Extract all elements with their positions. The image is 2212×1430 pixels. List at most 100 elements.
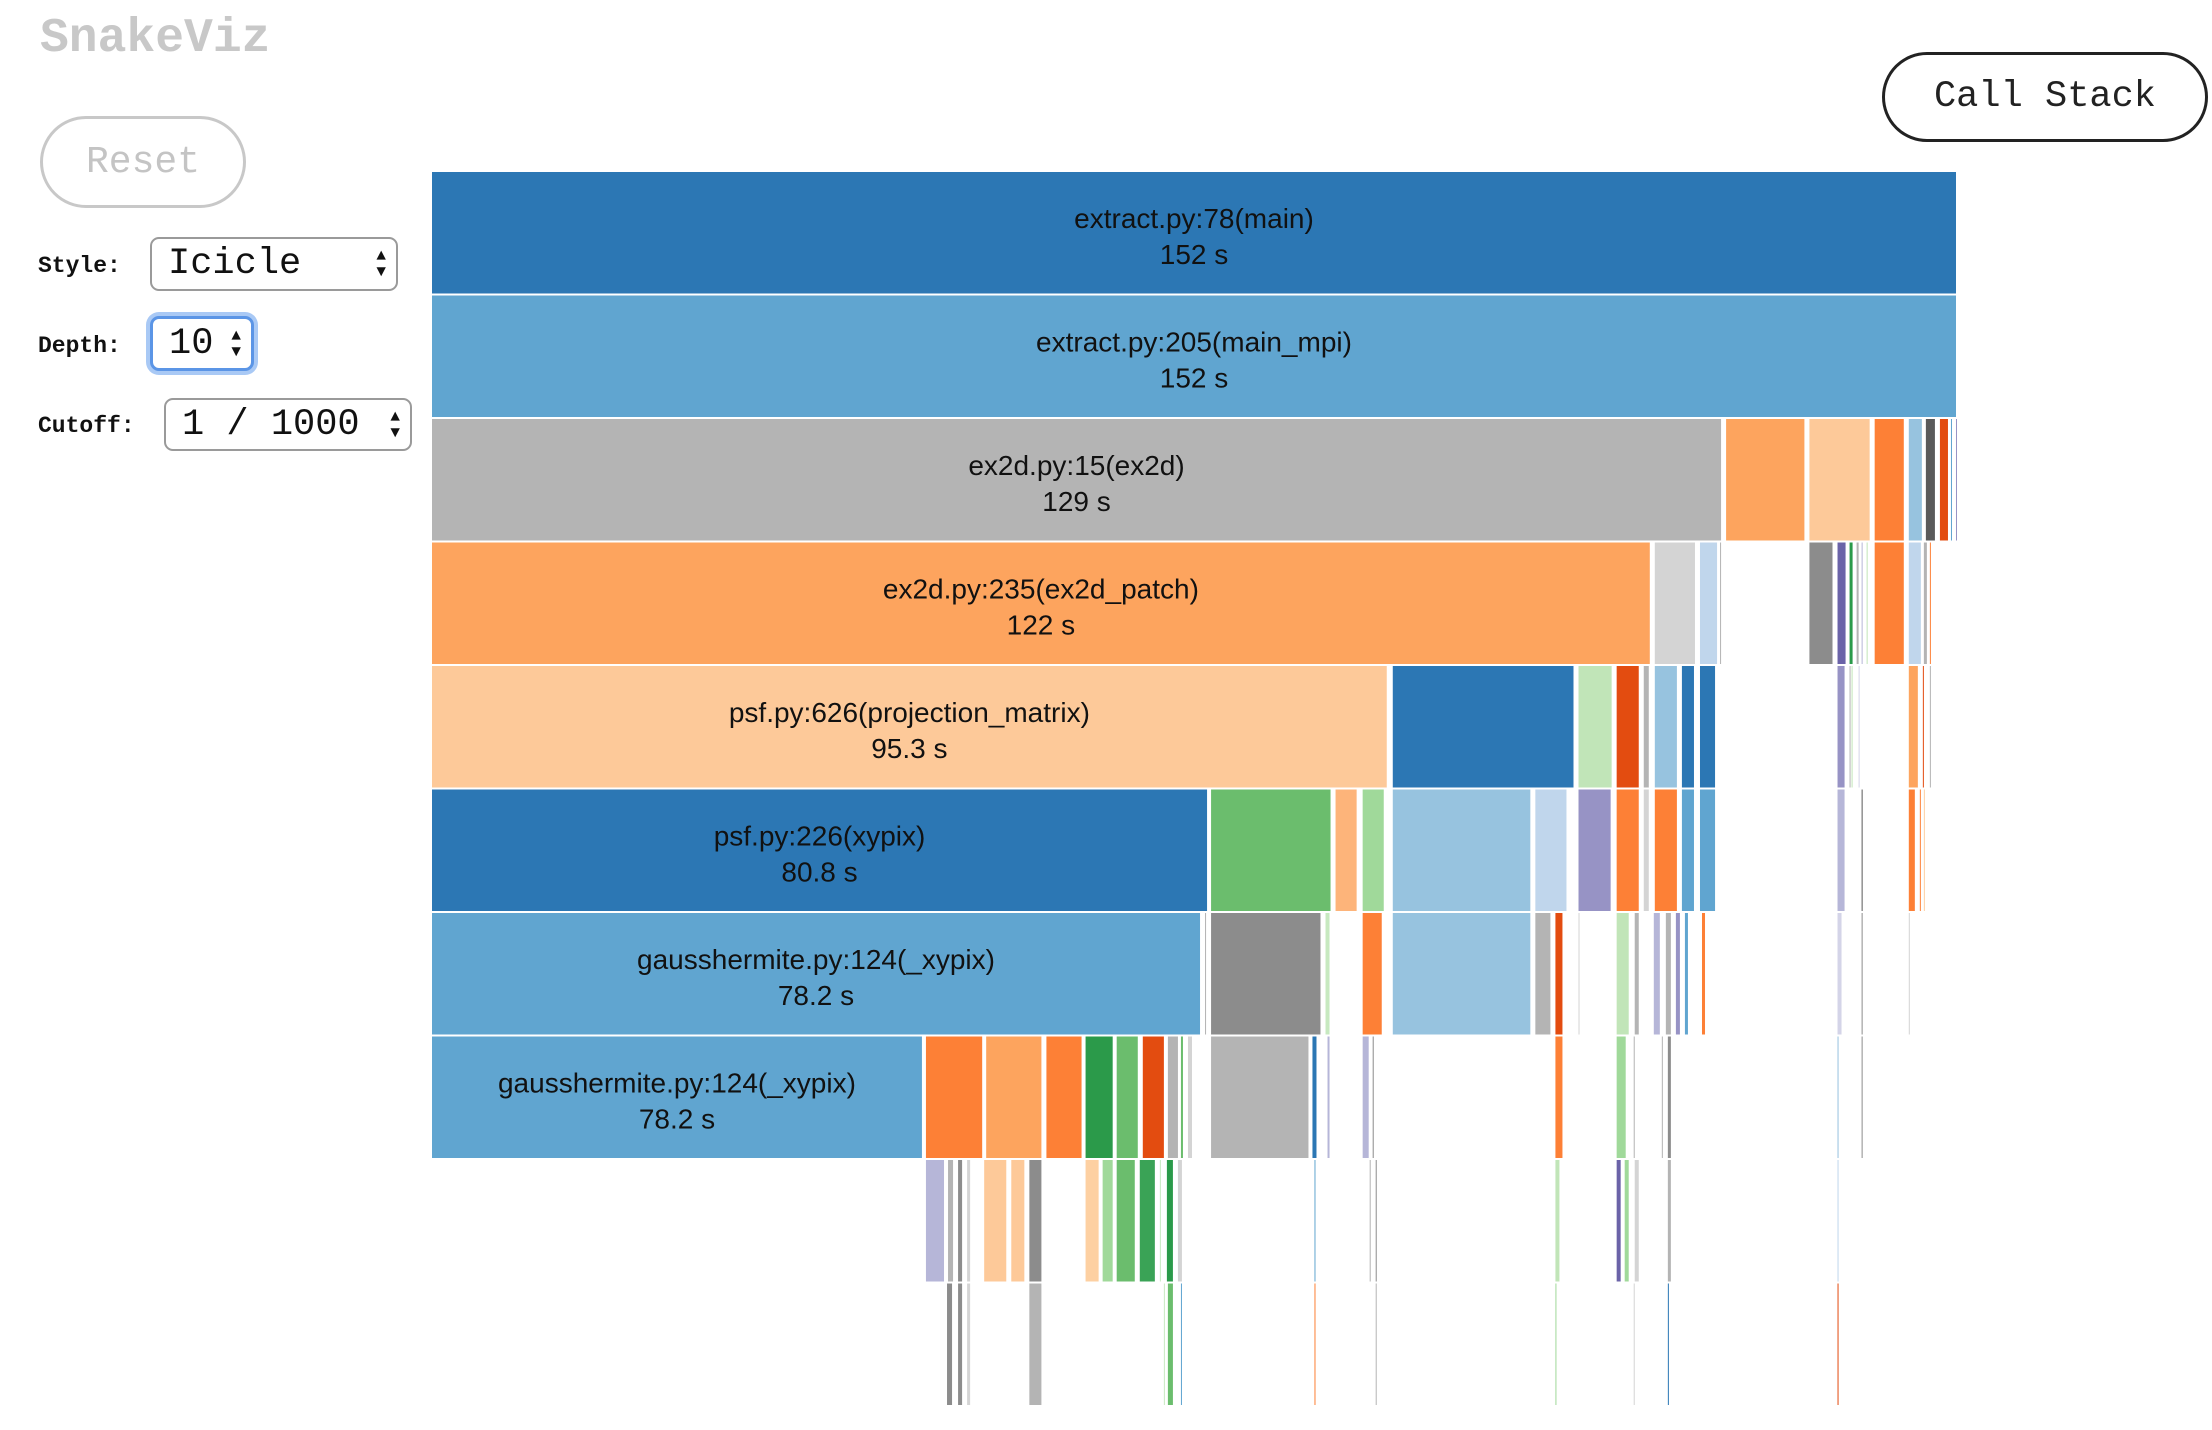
icicle-node[interactable] xyxy=(1939,419,1948,541)
icicle-node[interactable] xyxy=(1314,1160,1316,1282)
icicle-node[interactable] xyxy=(1851,666,1853,788)
icicle-node[interactable] xyxy=(1375,1160,1377,1282)
icicle-node[interactable] xyxy=(925,1160,945,1282)
icicle-node[interactable] xyxy=(967,1160,971,1282)
icicle-node[interactable] xyxy=(1116,1160,1135,1282)
icicle-node[interactable] xyxy=(958,1160,963,1282)
icicle-node[interactable] xyxy=(1858,666,1860,788)
icicle-node[interactable] xyxy=(1643,666,1649,788)
icicle-node[interactable] xyxy=(1653,913,1660,1035)
icicle-node[interactable] xyxy=(1167,1283,1173,1406)
icicle-node[interactable] xyxy=(1142,1036,1164,1159)
icicle-node[interactable] xyxy=(1908,419,1922,541)
icicle-node[interactable] xyxy=(1643,789,1649,912)
icicle-node[interactable] xyxy=(1955,419,1957,541)
icicle-node[interactable] xyxy=(1187,1036,1192,1159)
icicle-node[interactable] xyxy=(1166,1160,1173,1282)
icicle-node[interactable] xyxy=(1874,542,1904,665)
icicle-node-1[interactable] xyxy=(432,295,1956,418)
icicle-node[interactable] xyxy=(1046,1036,1082,1159)
icicle-node-5[interactable] xyxy=(432,789,1208,912)
icicle-node[interactable] xyxy=(925,1036,983,1159)
icicle-node[interactable] xyxy=(1139,1160,1155,1282)
icicle-node[interactable] xyxy=(1837,1283,1839,1406)
icicle-node[interactable] xyxy=(1861,913,1863,1035)
icicle-node[interactable] xyxy=(1535,789,1567,912)
icicle-node[interactable] xyxy=(1634,1160,1639,1282)
icicle-node[interactable] xyxy=(1809,542,1833,665)
icicle-node[interactable] xyxy=(947,1283,953,1406)
icicle-node[interactable] xyxy=(1177,1160,1182,1282)
icicle-node[interactable] xyxy=(1362,913,1382,1035)
icicle-node[interactable] xyxy=(1866,542,1868,665)
icicle-node[interactable] xyxy=(1634,913,1639,1035)
icicle-node-7[interactable] xyxy=(432,1036,922,1159)
icicle-node[interactable] xyxy=(1392,789,1531,912)
icicle-node[interactable] xyxy=(1327,1036,1330,1159)
icicle-node[interactable] xyxy=(1029,1283,1042,1406)
icicle-node[interactable] xyxy=(1163,1283,1165,1406)
icicle-node[interactable] xyxy=(1312,1036,1317,1159)
icicle-node[interactable] xyxy=(1180,1036,1183,1159)
icicle-node[interactable] xyxy=(1837,666,1845,788)
icicle-node[interactable] xyxy=(1929,542,1931,665)
icicle-node[interactable] xyxy=(1167,1036,1178,1159)
icicle-node[interactable] xyxy=(1929,666,1931,788)
icicle-node[interactable] xyxy=(1211,1036,1309,1159)
icicle-node[interactable] xyxy=(1362,1036,1369,1159)
icicle-node[interactable] xyxy=(1211,913,1321,1035)
icicle-node[interactable] xyxy=(1616,789,1639,912)
icicle-node[interactable] xyxy=(1661,1036,1663,1159)
icicle-node[interactable] xyxy=(1837,542,1846,665)
icicle-node[interactable] xyxy=(1654,789,1677,912)
reset-button[interactable]: Reset xyxy=(40,116,246,208)
icicle-node[interactable] xyxy=(1923,789,1925,912)
icicle-node[interactable] xyxy=(1616,1036,1626,1159)
icicle-node[interactable] xyxy=(1535,913,1551,1035)
icicle-node[interactable] xyxy=(1681,666,1694,788)
icicle-node[interactable] xyxy=(984,1160,1007,1282)
icicle-node[interactable] xyxy=(967,1283,971,1406)
icicle-node[interactable] xyxy=(1555,1283,1557,1406)
icicle-node[interactable] xyxy=(986,1036,1042,1159)
icicle-node[interactable] xyxy=(1699,666,1716,788)
icicle-node[interactable] xyxy=(1654,666,1677,788)
icicle-node-4[interactable] xyxy=(432,666,1387,788)
icicle-node[interactable] xyxy=(1684,913,1688,1035)
icicle-node[interactable] xyxy=(1362,789,1384,912)
icicle-node[interactable] xyxy=(1837,1160,1839,1282)
icicle-node[interactable] xyxy=(1335,789,1357,912)
cutoff-select[interactable]: 1 / 1000 ▲ ▼ xyxy=(164,398,412,451)
icicle-node-2[interactable] xyxy=(432,419,1722,541)
icicle-node[interactable] xyxy=(1029,1160,1042,1282)
icicle-node[interactable] xyxy=(1392,666,1574,788)
icicle-node[interactable] xyxy=(1667,1283,1669,1406)
icicle-node-0[interactable] xyxy=(432,172,1956,294)
icicle-node[interactable] xyxy=(1085,1036,1113,1159)
icicle-node[interactable] xyxy=(1667,1160,1671,1282)
icicle-node[interactable] xyxy=(1849,666,1851,788)
icicle-node[interactable] xyxy=(1616,1160,1621,1282)
icicle-node[interactable] xyxy=(1205,913,1207,1035)
icicle-node[interactable] xyxy=(1667,1036,1671,1159)
icicle-node[interactable] xyxy=(1908,789,1915,912)
icicle-node[interactable] xyxy=(1665,913,1671,1035)
icicle-node[interactable] xyxy=(1369,1160,1371,1282)
icicle-node[interactable] xyxy=(948,1160,954,1282)
icicle-node[interactable] xyxy=(1555,913,1563,1035)
icicle-node[interactable] xyxy=(1923,542,1927,665)
icicle-node[interactable] xyxy=(1578,913,1580,1035)
icicle-node[interactable] xyxy=(1861,1036,1863,1159)
icicle-node[interactable] xyxy=(1681,789,1694,912)
icicle-node[interactable] xyxy=(1720,542,1722,665)
icicle-node[interactable] xyxy=(1116,1036,1138,1159)
icicle-node[interactable] xyxy=(1555,1036,1563,1159)
icicle-node[interactable] xyxy=(1211,789,1331,912)
icicle-node[interactable] xyxy=(1180,1283,1182,1406)
icicle-node[interactable] xyxy=(1372,1036,1374,1159)
icicle-node[interactable] xyxy=(1856,542,1859,665)
icicle-node[interactable] xyxy=(1375,1283,1377,1406)
icicle-node[interactable] xyxy=(1849,542,1853,665)
icicle-node[interactable] xyxy=(1699,789,1716,912)
icicle-node[interactable] xyxy=(1314,1283,1316,1406)
